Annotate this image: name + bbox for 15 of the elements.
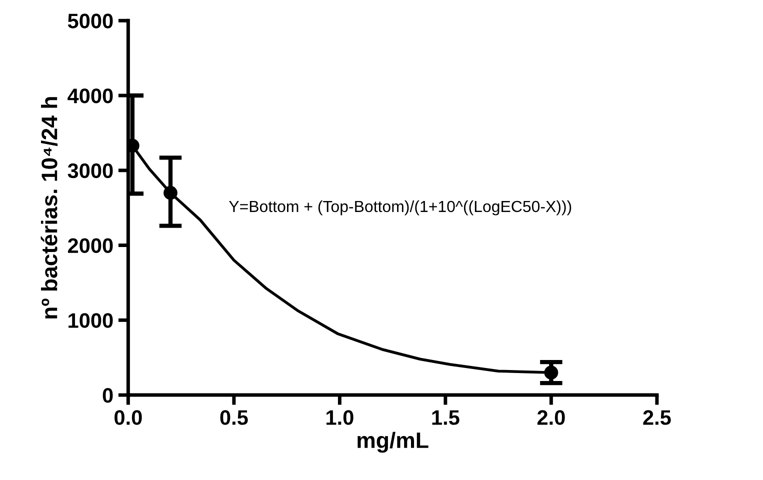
y-tick-label: 0 — [102, 388, 113, 403]
x-tick-label: 2.0 — [537, 410, 565, 425]
y-tick-label: 2000 — [68, 238, 113, 254]
x-tick-label: 0.0 — [114, 410, 142, 425]
y-tick-label: 1000 — [68, 313, 113, 328]
y-tick-label: 5000 — [68, 14, 113, 28]
x-tick-label: 1.0 — [326, 410, 354, 425]
x-tick-label: 2.5 — [643, 410, 671, 425]
annotation: Y=Bottom + (Top-Bottom)/(1+10^((LogEC50-X))) — [229, 200, 572, 216]
x-tick-label: 1.5 — [432, 410, 460, 425]
x-axis-title: mg/mL — [358, 432, 428, 453]
y-tick-label: 3000 — [68, 163, 113, 178]
x-tick-label: 0.5 — [220, 410, 248, 425]
y-axis-title: nº bactérias. 10⁴/24 h — [40, 97, 58, 318]
y-tick-label: 4000 — [68, 88, 113, 104]
